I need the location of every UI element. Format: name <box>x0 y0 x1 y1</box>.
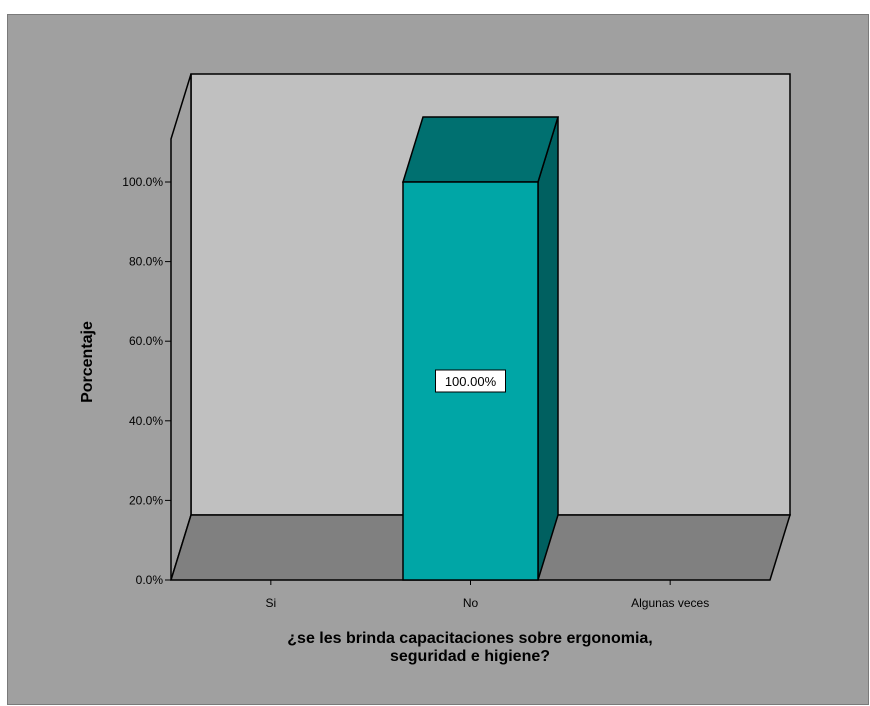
y-tick-label-5: 100.0% <box>122 175 163 189</box>
data-label-box-1 <box>435 369 506 393</box>
x-axis-title-line-1: ¿se les brinda capacitaciones sobre ergo… <box>287 630 652 647</box>
x-axis-title-line-2: seguridad e higiene? <box>390 648 550 665</box>
side-wall <box>170 73 192 581</box>
y-tick-label-4: 80.0% <box>129 255 163 269</box>
x-tick-label-2: Algunas veces <box>631 596 709 610</box>
y-axis-title: Porcentaje <box>79 321 96 403</box>
bar-side-1 <box>537 116 559 581</box>
bar-top-1 <box>401 116 560 183</box>
y-tick-label-0: 0.0% <box>136 573 164 587</box>
y-tick-label-1: 20.0% <box>129 493 163 507</box>
y-tick-label-2: 40.0% <box>129 414 163 428</box>
x-tick-label-0: Si <box>265 596 276 610</box>
y-tick-label-3: 60.0% <box>129 334 163 348</box>
data-labels: 100.00% <box>435 369 506 393</box>
x-tick-label-1: No <box>463 596 479 610</box>
x-axis: Si No Algunas veces <box>265 580 709 610</box>
data-label-1: 100.00% <box>445 374 497 389</box>
bars-group <box>401 116 560 581</box>
y-axis: 0.0% 20.0% 40.0% 60.0% 80.0% 100.0% <box>122 175 171 587</box>
